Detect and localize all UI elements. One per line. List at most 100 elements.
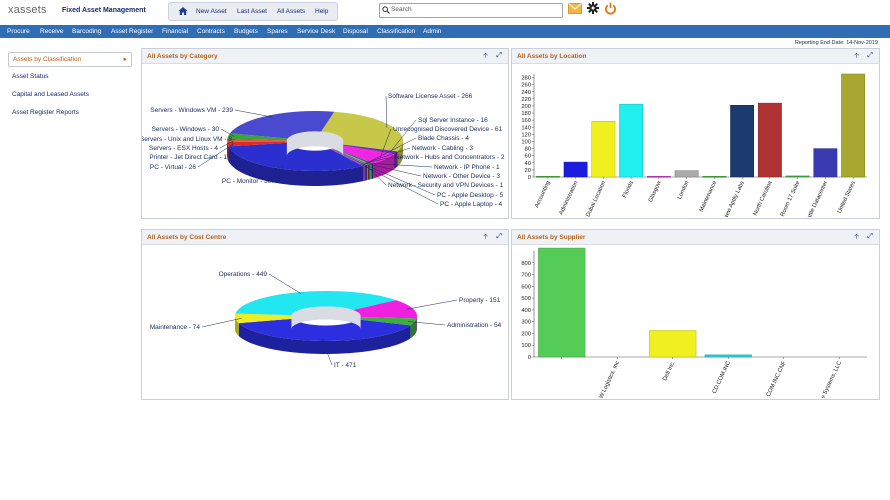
slice-side-unrecognised-discovered-device-61 — [373, 154, 395, 179]
y-tick-label: 120 — [521, 132, 531, 138]
menu-spares[interactable]: Spares — [267, 28, 288, 35]
y-tick-label: 700 — [521, 273, 531, 279]
category-pie-chart: Software License Asset - 266 Sql Server I… — [142, 93, 505, 208]
arrow-up-icon[interactable]: 🡡 — [853, 234, 859, 241]
nav-all-assets[interactable]: All Assets — [277, 8, 306, 15]
pie-leader-line — [365, 156, 394, 164]
x-tick-label-maintenance: Maintenance — [699, 180, 718, 213]
pie-leader-line — [364, 162, 422, 177]
y-tick-label: 100 — [521, 343, 531, 349]
pie-slice-servers-esx-hosts-4 — [227, 140, 287, 142]
panel-header: All Assets by Supplier 🡡 ⤢ — [512, 230, 879, 245]
nav-help[interactable]: Help — [315, 8, 329, 15]
pie-label-blade-chassis-4: Blade Chassis - 4 — [418, 135, 469, 142]
arrow-up-icon[interactable]: 🡡 — [853, 53, 859, 60]
pie-leader-line — [362, 163, 436, 196]
pie-label-sql-server-instance-16: Sql Server Instance - 16 — [418, 117, 488, 124]
sidebar-item-label: Assets by Classification — [13, 56, 82, 63]
y-tick-label: 300 — [521, 320, 531, 326]
menu-procure[interactable]: Procure — [7, 28, 30, 35]
pie-label-unrecognised-discovered-device-61: Unrecognised Discovered Device - 61 — [393, 126, 502, 133]
sidebar-item-assets-by-classification[interactable]: Assets by Classification ▸ — [8, 52, 132, 67]
y-tick-label: 20 — [525, 168, 531, 174]
menu-admin[interactable]: Admin — [423, 28, 442, 35]
menu-financial[interactable]: Financial — [162, 28, 189, 35]
pie-label-pc-apple-desktop-5: PC - Apple Desktop - 5 — [437, 192, 503, 199]
sidebar-item-capital-leased-assets[interactable]: Capital and Leased Assets — [8, 88, 130, 101]
pie-slice-pc-apple-laptop-4 — [330, 148, 365, 167]
slice-side-software-license-asset-266 — [397, 141, 403, 167]
home-icon[interactable] — [178, 6, 188, 16]
y-tick-label: 220 — [521, 97, 531, 103]
menu-receive[interactable]: Receive — [40, 28, 64, 35]
pie-leader-line — [365, 162, 433, 168]
y-tick-label: 180 — [521, 111, 531, 117]
menu-barcoding[interactable]: Barcoding — [72, 28, 102, 35]
pie-slice-network-security-and-vpn-devices-1 — [331, 148, 368, 166]
donut-hole-wall — [286, 131, 344, 156]
top-nav: New Asset Last Asset All Assets Help — [168, 2, 338, 21]
x-tick-label-cd-com-inc: CD.COM.INC — [712, 360, 732, 394]
slice-side-pc-apple-laptop-4 — [363, 165, 365, 182]
x-tick-label-seattle-datacenter: Seattle Datacenter — [803, 180, 829, 217]
pie-label-network-ip-phone-1: Network - IP Phone - 1 — [434, 164, 500, 171]
pie-label-servers-unix-and-linux-vm-8: Servers - Unix and Linux VM - 8 — [142, 136, 232, 143]
bar-new-aptlty-labs — [730, 105, 755, 178]
sidebar-item-label: Capital and Leased Assets — [12, 91, 89, 98]
pie-slice-maintenance-74 — [235, 313, 293, 324]
menu-disposal[interactable]: Disposal — [343, 28, 368, 35]
expand-icon[interactable]: ⤢ — [496, 233, 502, 240]
pie-slice-property-151 — [352, 300, 417, 319]
y-tick-label: 800 — [521, 261, 531, 267]
expand-icon[interactable]: ⤢ — [867, 52, 873, 59]
y-tick-label: 240 — [521, 90, 531, 96]
menu-classification[interactable]: Classification — [377, 28, 416, 35]
expand-icon[interactable]: ⤢ — [867, 233, 873, 240]
pie-slice-servers-windows-30 — [227, 133, 288, 141]
bar-dubai-location — [591, 120, 616, 178]
pie-label-network-cabling-3: Network - Cabling - 3 — [412, 145, 473, 152]
menu-asset-register[interactable]: Asset Register — [111, 28, 154, 35]
y-tick-label: 0 — [528, 175, 531, 181]
pie-label-network-hubs-and-concentrators-2: Network - Hubs and Concentrators - 2 — [395, 154, 505, 161]
menu-contracts[interactable]: Contracts — [197, 28, 225, 35]
expand-icon[interactable]: ⤢ — [496, 52, 502, 59]
x-tick-label-accounting: Accounting — [534, 180, 552, 209]
sidebar-item-asset-register-reports[interactable]: Asset Register Reports — [8, 106, 130, 119]
panel-header: All Assets by Location 🡡 ⤢ — [512, 49, 879, 64]
y-tick-label: 80 — [525, 147, 531, 153]
pie-slice-administration-54 — [358, 316, 417, 326]
arrow-up-icon[interactable]: 🡡 — [482, 53, 488, 60]
y-tick-label: 0 — [528, 355, 531, 361]
bar-london — [674, 170, 699, 178]
mail-icon[interactable] — [568, 3, 582, 14]
x-tick-label-london: London — [677, 180, 691, 200]
pie-leader-line — [201, 317, 242, 328]
arrow-up-icon[interactable]: 🡡 — [482, 234, 488, 241]
y-tick-label: 200 — [521, 331, 531, 337]
pie-leader-line — [360, 163, 439, 205]
sidebar-item-asset-status[interactable]: Asset Status — [8, 70, 130, 83]
panel-assets-by-location: All Assets by Location 🡡 ⤢ 0 20 40 60 80 100 1… — [511, 48, 880, 219]
settings-gear-icon[interactable] — [587, 2, 599, 14]
pie-leader-line — [321, 339, 333, 366]
nav-new-asset[interactable]: New Asset — [196, 8, 227, 15]
search-input[interactable]: Search — [379, 3, 563, 18]
menu-service-desk[interactable]: Service Desk — [297, 28, 336, 35]
slice-side-network-other-device-3 — [367, 164, 370, 181]
pie-leader-line — [197, 143, 234, 168]
menu-budgets[interactable]: Budgets — [234, 28, 258, 35]
power-icon[interactable] — [604, 2, 617, 15]
cost-centre-pie-chart: Property - 151 Administration - 54 IT - 47… — [150, 271, 502, 369]
nav-last-asset[interactable]: Last Asset — [237, 8, 267, 15]
pie-leader-line — [366, 147, 411, 163]
pie-leader-line — [408, 321, 446, 326]
pie-label-network-other-device-3: Network - Other Device - 3 — [423, 173, 500, 180]
pie-leader-line — [390, 119, 417, 153]
slice-side-maintenance-74 — [235, 316, 239, 337]
panel-title: All Assets by Category — [147, 53, 218, 60]
app-logo: xassets — [8, 4, 47, 16]
x-tick-label-north-carolina: North Carolina — [752, 180, 774, 217]
pie-leader-line — [379, 128, 392, 158]
